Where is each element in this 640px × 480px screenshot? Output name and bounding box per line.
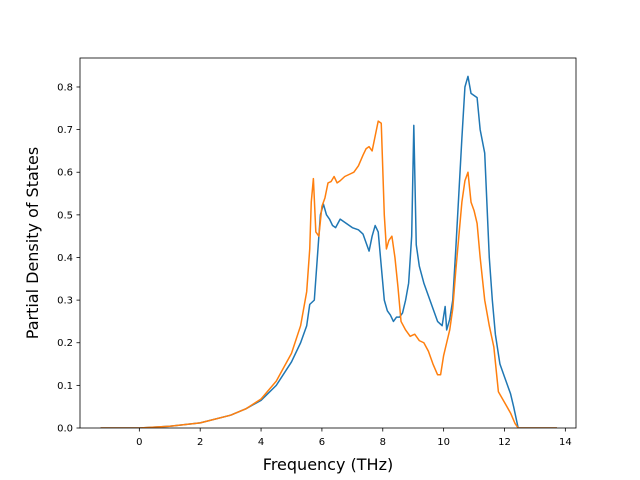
plot-background: [80, 58, 576, 428]
x-tick-label: 12: [498, 437, 511, 448]
y-tick-label: 0.6: [57, 168, 73, 179]
y-tick-label: 0.2: [57, 338, 73, 349]
y-tick-label: 0.3: [57, 296, 73, 307]
axes-frame: [79, 57, 577, 429]
y-tick-label: 0.8: [57, 82, 73, 93]
plot-area: [80, 58, 576, 428]
x-tick-label: 6: [319, 437, 325, 448]
x-tick-label: 10: [437, 437, 450, 448]
series-line-1: [100, 75, 557, 428]
series-layer: [100, 75, 557, 428]
y-axis-label: Partial Density of States: [23, 147, 42, 339]
axes-layer: 0 2 4 6 8 10 12 14 0.0 0.1 0.2 0.3 0.4 0.5 0.6 0.7 0.8: [57, 57, 577, 448]
y-tick-label: 0.1: [57, 381, 73, 392]
x-tick-label: 14: [559, 437, 572, 448]
y-tick-label: 0.7: [57, 125, 73, 136]
x-tick-label: 0: [136, 437, 142, 448]
x-axis-label: Frequency (THz): [263, 455, 393, 474]
x-tick-label: 8: [380, 437, 386, 448]
y-tick-label: 0.0: [57, 424, 73, 435]
y-tick-label: 0.4: [57, 253, 73, 264]
x-tick-label: 2: [197, 437, 203, 448]
x-tick-label: 4: [258, 437, 264, 448]
series-line-2: [100, 120, 557, 428]
y-tick-label: 0.5: [57, 210, 73, 221]
